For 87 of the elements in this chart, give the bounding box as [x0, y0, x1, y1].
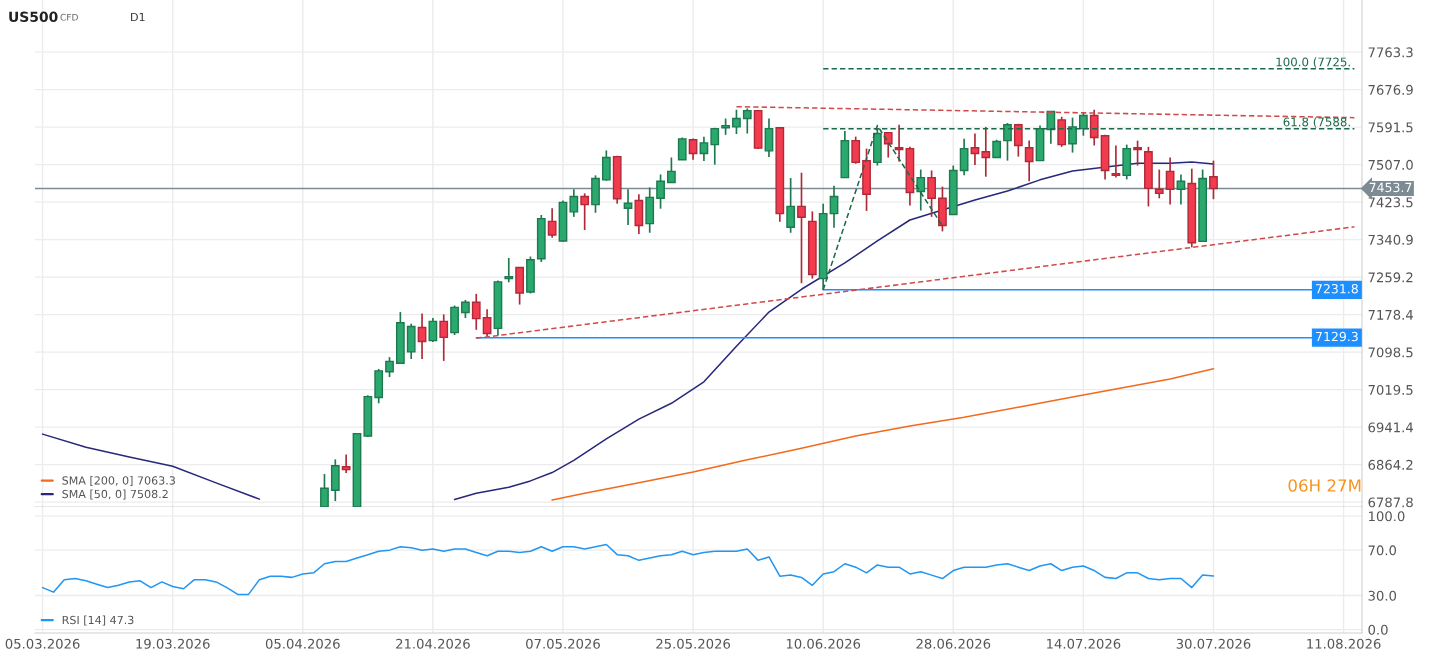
- annotation: D1: [131, 12, 145, 22]
- candlestick: [1024, 139, 1034, 183]
- x-tick-label: 30.07.2026: [1176, 638, 1251, 649]
- text: CFD: [60, 13, 78, 21]
- candlestick: [569, 188, 579, 218]
- candlestick: [341, 453, 351, 474]
- candlestick: [320, 473, 329, 507]
- x-tick-label: 11.08.2026: [1307, 638, 1381, 649]
- y-tick-label: 100.0: [1369, 511, 1405, 522]
- candlestick: [764, 117, 774, 158]
- x-tick-label: 21.04.2026: [396, 638, 470, 649]
- candlestick: [742, 107, 752, 135]
- candlestick: [547, 207, 557, 239]
- candlestick: [439, 313, 449, 362]
- legend-label: RSI [14] 47.3: [62, 615, 134, 626]
- legend-label: SMA [50, 0] 7508.2: [62, 489, 168, 500]
- x-tick-label: 28.06.2026: [916, 638, 991, 649]
- data-label: 7129.3: [1316, 331, 1358, 342]
- y-tick-label: 7507.0: [1368, 159, 1413, 170]
- candlestick: [1209, 159, 1218, 201]
- x-tick-label: 05.04.2026: [265, 638, 340, 649]
- line-series: [41, 543, 1215, 596]
- candlestick: [1133, 139, 1142, 167]
- candlestick: [1111, 144, 1121, 179]
- candlestick: [970, 132, 980, 166]
- x-tick-label: 14.07.2026: [1047, 638, 1121, 649]
- y-tick-label: 7098.5: [1368, 347, 1413, 358]
- y-tick-label: 7676.9: [1368, 84, 1413, 95]
- candlestick: [732, 108, 741, 135]
- candlestick: [699, 135, 709, 162]
- candlestick: [1089, 108, 1099, 147]
- candlestick: [894, 123, 904, 163]
- candlestick: [959, 138, 969, 177]
- annotation: 06H 27M: [1288, 479, 1361, 492]
- x-tick-label: 25.05.2026: [656, 638, 731, 649]
- candlestick: [688, 137, 698, 161]
- y-tick-label: 7019.5: [1368, 384, 1413, 395]
- y-tick-label: 30.0: [1368, 590, 1397, 601]
- data-label: 61.8 (7588.: [1283, 117, 1350, 128]
- y-tick-label: 7763.3: [1368, 47, 1413, 58]
- candlestick: [385, 356, 394, 378]
- candlestick: [417, 312, 427, 360]
- y-tick-label: 0.0: [1368, 624, 1388, 635]
- candlestick: [601, 149, 611, 182]
- candlestick: [786, 177, 796, 234]
- candlestick: [580, 192, 590, 231]
- candlestick: [851, 135, 861, 165]
- candlestick: [1068, 116, 1077, 154]
- candlestick: [927, 169, 936, 218]
- candlestick: [981, 126, 991, 178]
- x-tick-label: 10.06.2026: [786, 638, 861, 649]
- candlestick: [1046, 110, 1056, 145]
- candlestick: [1165, 156, 1175, 206]
- candlestick: [883, 131, 893, 159]
- ref-line-label: 7453.7: [1369, 182, 1412, 193]
- candlestick: [1013, 122, 1023, 158]
- candlestick: [656, 173, 665, 210]
- y-tick-label: 6864.2: [1368, 459, 1413, 470]
- legend-label: SMA [200, 0] 7063.3: [62, 476, 175, 486]
- candlestick: [471, 293, 481, 331]
- x-tick-label: 05.03.2026: [5, 638, 80, 649]
- y-tick-label: 7423.5: [1368, 197, 1413, 208]
- y-tick-label: 7259.2: [1368, 272, 1413, 283]
- candlestick: [710, 126, 720, 166]
- y-tick-label: 6787.8: [1368, 497, 1413, 508]
- data-label: 7231.8: [1316, 283, 1358, 294]
- x-tick-label: 19.03.2026: [136, 638, 210, 649]
- candlestick: [667, 156, 676, 184]
- y-tick-label: 7340.9: [1368, 234, 1413, 245]
- candlestick: [797, 171, 806, 285]
- line-series: [551, 368, 1215, 501]
- y-tick-label: 6941.4: [1368, 422, 1413, 433]
- candlestick: [916, 168, 926, 212]
- line-series: [41, 433, 261, 500]
- candlestick: [504, 257, 514, 284]
- y-tick-label: 7591.5: [1368, 122, 1413, 133]
- y-tick-label: 7178.4: [1368, 309, 1413, 320]
- candlestick: [482, 308, 492, 338]
- data-label: 100.0 (7725.: [1276, 57, 1350, 68]
- candlestick: [1003, 122, 1012, 162]
- candlestick: [1078, 111, 1088, 137]
- candlestick: [1154, 168, 1164, 200]
- candlestick: [461, 299, 470, 319]
- line-series: [453, 161, 1215, 501]
- y-tick-label: 70.0: [1368, 545, 1397, 556]
- x-tick-label: 07.05.2026: [526, 638, 600, 649]
- text: US500: [9, 11, 58, 23]
